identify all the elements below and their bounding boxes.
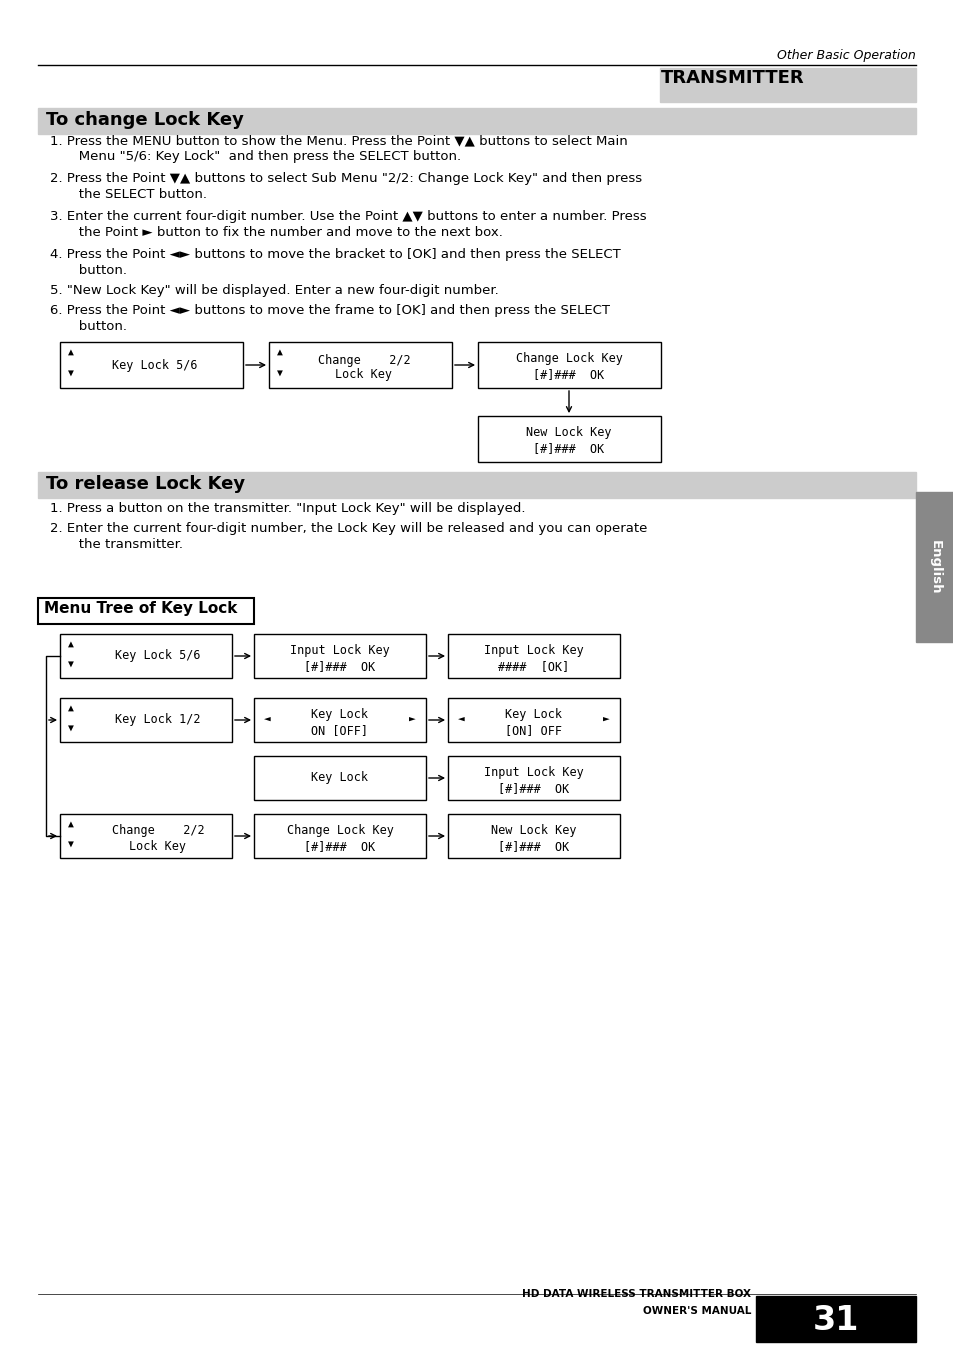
- Text: ▲: ▲: [68, 703, 73, 714]
- Text: New Lock Key: New Lock Key: [491, 825, 577, 837]
- Text: Input Lock Key: Input Lock Key: [483, 766, 583, 779]
- Text: [#]###  OK: [#]### OK: [497, 783, 569, 795]
- Text: 4. Press the Point ◄► buttons to move the bracket to [OK] and then press the SEL: 4. Press the Point ◄► buttons to move th…: [50, 248, 620, 261]
- Text: Input Lock Key: Input Lock Key: [290, 645, 390, 657]
- Bar: [755, 1296, 915, 1342]
- Text: ▲: ▲: [68, 819, 73, 829]
- Text: [#]###  OK: [#]### OK: [533, 368, 604, 380]
- Text: 1. Press the MENU button to show the Menu. Press the Point ▼▲ buttons to select : 1. Press the MENU button to show the Men…: [50, 134, 627, 148]
- Bar: [915, 492, 953, 642]
- Text: Lock Key: Lock Key: [335, 368, 392, 380]
- Bar: [448, 814, 619, 858]
- Bar: [38, 598, 253, 624]
- Text: Change    2/2: Change 2/2: [112, 825, 204, 837]
- Bar: [253, 634, 426, 678]
- Text: TRANSMITTER: TRANSMITTER: [660, 69, 803, 87]
- Text: [ON] OFF: [ON] OFF: [505, 724, 562, 737]
- Text: button.: button.: [66, 264, 127, 278]
- Text: ▲: ▲: [276, 347, 283, 357]
- Bar: [659, 68, 915, 102]
- Text: 5. "New Lock Key" will be displayed. Enter a new four-digit number.: 5. "New Lock Key" will be displayed. Ent…: [50, 284, 498, 297]
- Text: HD DATA WIRELESS TRANSMITTER BOX: HD DATA WIRELESS TRANSMITTER BOX: [521, 1289, 750, 1298]
- Text: ####  [OK]: #### [OK]: [497, 659, 569, 673]
- Text: ►: ►: [409, 715, 416, 724]
- Text: English: English: [927, 540, 941, 594]
- Text: 6. Press the Point ◄► buttons to move the frame to [OK] and then press the SELEC: 6. Press the Point ◄► buttons to move th…: [50, 305, 609, 317]
- Text: ◄: ◄: [264, 715, 271, 724]
- Text: ▼: ▼: [68, 659, 73, 669]
- Text: [#]###  OK: [#]### OK: [533, 441, 604, 455]
- Text: 1. Press a button on the transmitter. "Input Lock Key" will be displayed.: 1. Press a button on the transmitter. "I…: [50, 502, 525, 515]
- Bar: [60, 814, 232, 858]
- Text: Key Lock 5/6: Key Lock 5/6: [115, 650, 200, 662]
- Bar: [448, 756, 619, 800]
- Text: 2. Press the Point ▼▲ buttons to select Sub Menu "2/2: Change Lock Key" and then: 2. Press the Point ▼▲ buttons to select …: [50, 172, 641, 185]
- Bar: [60, 634, 232, 678]
- Text: [#]###  OK: [#]### OK: [497, 839, 569, 853]
- Bar: [253, 814, 426, 858]
- Text: To change Lock Key: To change Lock Key: [46, 111, 244, 129]
- Text: ▼: ▼: [68, 723, 73, 733]
- Text: the transmitter.: the transmitter.: [66, 538, 183, 551]
- Bar: [448, 699, 619, 742]
- Text: ►: ►: [602, 715, 609, 724]
- Text: Menu Tree of Key Lock: Menu Tree of Key Lock: [44, 601, 237, 616]
- Text: button.: button.: [66, 320, 127, 333]
- Text: Other Basic Operation: Other Basic Operation: [777, 49, 915, 62]
- Bar: [477, 416, 660, 462]
- Text: Key Lock: Key Lock: [312, 772, 368, 784]
- Text: ▲: ▲: [68, 639, 73, 649]
- Text: ▲: ▲: [68, 347, 73, 357]
- Text: 31: 31: [812, 1304, 859, 1336]
- Text: Change Lock Key: Change Lock Key: [515, 352, 621, 366]
- Text: Key Lock: Key Lock: [505, 708, 562, 720]
- Bar: [253, 756, 426, 800]
- Text: the SELECT button.: the SELECT button.: [66, 188, 207, 200]
- Text: ▼: ▼: [68, 839, 73, 849]
- Text: Key Lock 1/2: Key Lock 1/2: [115, 714, 200, 727]
- Bar: [477, 343, 660, 389]
- Text: OWNER'S MANUAL: OWNER'S MANUAL: [642, 1307, 750, 1316]
- Bar: [60, 343, 243, 389]
- Text: New Lock Key: New Lock Key: [526, 427, 611, 439]
- Text: ◄: ◄: [457, 715, 464, 724]
- Text: ▼: ▼: [68, 368, 73, 378]
- Text: ON [OFF]: ON [OFF]: [312, 724, 368, 737]
- Text: Input Lock Key: Input Lock Key: [483, 645, 583, 657]
- Bar: [253, 699, 426, 742]
- Text: the Point ► button to fix the number and move to the next box.: the Point ► button to fix the number and…: [66, 226, 502, 240]
- Text: ▼: ▼: [276, 368, 283, 378]
- Text: [#]###  OK: [#]### OK: [304, 659, 375, 673]
- Bar: [38, 108, 915, 134]
- Text: 2. Enter the current four-digit number, the Lock Key will be released and you ca: 2. Enter the current four-digit number, …: [50, 523, 647, 535]
- Text: Key Lock 5/6: Key Lock 5/6: [112, 359, 197, 371]
- Text: 3. Enter the current four-digit number. Use the Point ▲▼ buttons to enter a numb: 3. Enter the current four-digit number. …: [50, 210, 646, 223]
- Text: To release Lock Key: To release Lock Key: [46, 475, 245, 493]
- Bar: [269, 343, 452, 389]
- Bar: [38, 473, 915, 498]
- Text: Change    2/2: Change 2/2: [317, 353, 410, 367]
- Text: Menu "5/6: Key Lock"  and then press the SELECT button.: Menu "5/6: Key Lock" and then press the …: [66, 150, 460, 162]
- Text: Lock Key: Lock Key: [130, 839, 186, 853]
- Bar: [448, 634, 619, 678]
- Bar: [60, 699, 232, 742]
- Text: [#]###  OK: [#]### OK: [304, 839, 375, 853]
- Text: Change Lock Key: Change Lock Key: [286, 825, 393, 837]
- Text: Key Lock: Key Lock: [312, 708, 368, 720]
